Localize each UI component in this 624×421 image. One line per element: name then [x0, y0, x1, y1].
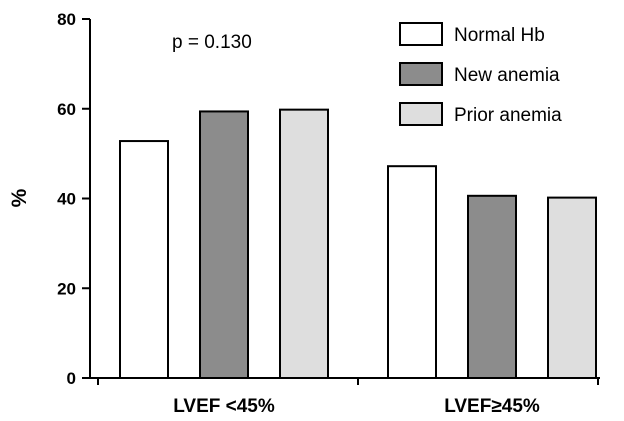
y-tick-label: 80 — [57, 10, 76, 29]
bar — [547, 196, 597, 379]
y-tick-label: 20 — [57, 279, 76, 298]
legend-label: New anemia — [454, 65, 560, 86]
x-category-label: LVEF≥45% — [444, 396, 540, 417]
legend-label: Prior anemia — [454, 105, 562, 126]
y-ticks: 0 20 40 60 80 — [57, 10, 90, 388]
y-tick-label: 0 — [67, 369, 76, 388]
x-category-label: LVEF <45% — [173, 396, 275, 417]
bar — [199, 110, 249, 379]
bars — [119, 108, 597, 380]
legend-swatch — [399, 22, 443, 46]
bar — [387, 165, 437, 379]
legend-swatch — [399, 102, 443, 126]
y-tick-label: 60 — [57, 100, 76, 119]
bar — [279, 108, 329, 380]
x-category-labels: LVEF <45% LVEF≥45% — [173, 396, 540, 417]
y-axis-label: % — [8, 188, 31, 207]
legend-label: Normal Hb — [454, 25, 545, 46]
legend: Normal Hb New anemia Prior anemia — [399, 22, 562, 126]
bar — [467, 194, 517, 379]
legend-swatch — [399, 62, 443, 86]
p-value-annotation: p = 0.130 — [172, 32, 252, 53]
y-tick-label: 40 — [57, 190, 76, 209]
bar — [119, 140, 169, 379]
